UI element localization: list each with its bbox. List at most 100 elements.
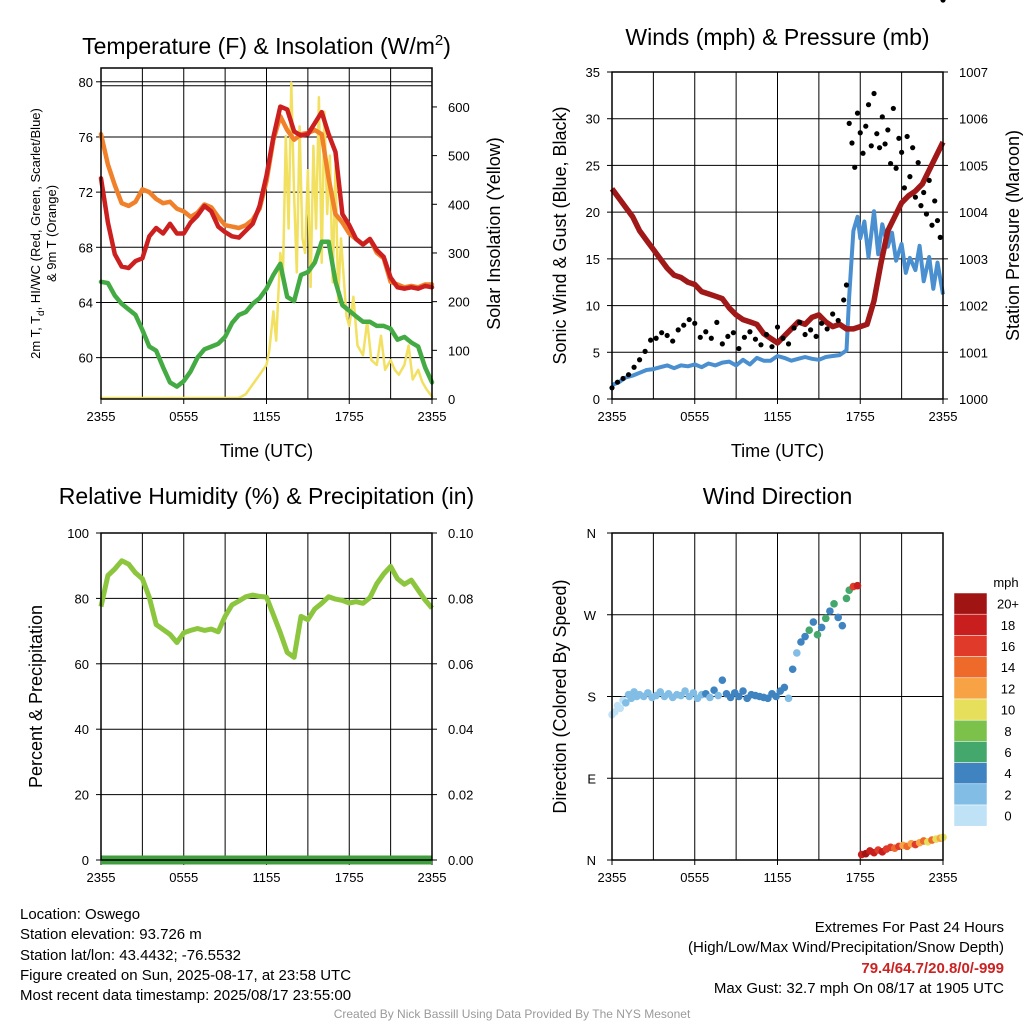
legend-swatch	[953, 783, 988, 806]
direction-point	[689, 689, 698, 697]
figure-created-text: Figure created on Sun, 2025-08-17, at 23…	[20, 966, 352, 984]
gust-point	[890, 105, 896, 112]
y2-tick-label: 0	[448, 392, 455, 407]
x-tick-label: 1155	[253, 870, 281, 885]
gust-point	[719, 341, 725, 347]
gust-point	[785, 341, 792, 347]
y2-tick-label: 1005	[959, 158, 988, 173]
plot-frame	[100, 67, 433, 400]
y-tick-label: 0	[593, 392, 600, 407]
gust-point	[780, 335, 786, 341]
legend-label: 6	[1004, 745, 1011, 760]
gust-point	[686, 316, 692, 323]
direction-point	[821, 614, 830, 623]
direction-point	[817, 623, 826, 632]
y2-tick-label: 1001	[959, 345, 988, 360]
max-gust-text: Max Gust: 32.7 mph On 08/17 at 1905 UTC	[713, 979, 1004, 997]
panel-1: 2355 0555 1155 1755 2355 60 64 68 72 76 80 0 100 200 3…	[28, 32, 504, 461]
gust-point	[868, 143, 874, 149]
y-tick-label: 76	[79, 130, 93, 145]
gust-point	[808, 327, 814, 333]
direction-point	[793, 649, 801, 657]
legend-label: 18	[1001, 618, 1015, 633]
gust-point	[708, 335, 714, 341]
elevation-text: Station elevation: 93.726 m	[20, 926, 202, 944]
direction-point	[834, 613, 842, 622]
legend-swatch	[953, 741, 988, 763]
legend-label: 16	[1001, 639, 1015, 654]
gust-point	[934, 217, 941, 224]
y-tick-label: S	[587, 690, 596, 705]
legend-swatch	[953, 635, 988, 657]
y-tick-label: 0	[82, 853, 89, 868]
gust-point	[664, 332, 670, 339]
direction-point	[797, 638, 805, 646]
gust-point	[849, 140, 855, 146]
gust-point	[631, 364, 637, 370]
gust-point	[896, 135, 902, 141]
extremes-title: Extremes For Past 24 Hours	[814, 919, 1004, 936]
legend-label: 4	[1004, 766, 1011, 781]
y-tick-label: 68	[79, 240, 93, 255]
gust-point	[879, 114, 885, 120]
y2-tick-label: 1003	[959, 252, 988, 267]
y2-tick-label: 1000	[959, 392, 988, 407]
gust-point	[835, 317, 841, 324]
gust-point	[681, 322, 687, 328]
y2-tick-label: 300	[448, 246, 470, 261]
x-tick-label: 0555	[680, 870, 709, 885]
direction-point	[853, 581, 862, 590]
y2-tick-label: 1007	[959, 65, 988, 80]
gust-point	[614, 379, 621, 385]
gust-point	[642, 348, 648, 354]
gust-point	[885, 127, 891, 133]
direction-point	[718, 676, 727, 684]
gust-point	[802, 331, 808, 338]
series-t2m-line	[98, 104, 435, 291]
panel-3: 2355 0555 1155 1755 2355 0 20 40 60 80 100 0.00 0.02…	[26, 483, 474, 885]
y-tick-label: 80	[75, 591, 89, 606]
x-tick-label: 2355	[929, 409, 958, 424]
gust-point	[769, 344, 775, 350]
y-tick-label: E	[587, 771, 596, 786]
y2-tick-label: 0.00	[448, 853, 473, 868]
gust-point	[692, 320, 698, 326]
chart-title: Relative Humidity (%) & Precipitation (i…	[59, 483, 474, 509]
x-tick-label: 1755	[335, 409, 364, 424]
y2-tick-label: 400	[448, 197, 470, 212]
y-tick-label: 80	[79, 75, 93, 90]
legend-swatch	[953, 677, 988, 700]
x-tick-label: 1155	[253, 409, 281, 424]
x-tick-label: 1755	[846, 409, 875, 424]
gust-point	[929, 222, 935, 228]
y-tick-label: 30	[586, 112, 600, 127]
legend-label: 20+	[997, 597, 1019, 612]
x-tick-label: 1155	[764, 409, 792, 424]
gust-point	[758, 342, 764, 348]
gust-point	[904, 133, 910, 140]
y-tick-label: 40	[75, 722, 89, 737]
y-tick-label: 60	[75, 657, 89, 672]
y2-tick-label: 1002	[959, 299, 988, 314]
gust-point	[670, 338, 676, 344]
gust-point	[932, 198, 938, 204]
direction-point	[813, 630, 822, 639]
y2-tick-label: 0.10	[448, 526, 473, 541]
gust-point	[863, 123, 869, 129]
direction-point	[801, 632, 809, 641]
gust-point	[830, 311, 836, 317]
legend-label: 8	[1004, 724, 1011, 739]
rh-line	[98, 558, 434, 660]
y-tick-label: 60	[79, 351, 93, 366]
y-tick-label: 64	[79, 295, 93, 310]
legend-label: 0	[1004, 809, 1011, 824]
direction-point	[838, 621, 847, 630]
gust-point	[675, 327, 681, 333]
y-tick-label: 10	[586, 299, 600, 314]
gust-point	[882, 141, 888, 147]
extremes-info: Extremes For Past 24 Hours (High/Low/Max…	[688, 918, 1004, 999]
direction-point	[621, 699, 630, 707]
station-info: Location: Oswego Station elevation: 93.7…	[20, 905, 351, 1006]
gust-point	[893, 165, 899, 171]
y2-axis-label: Solar Insolation (Yellow)	[484, 137, 504, 329]
